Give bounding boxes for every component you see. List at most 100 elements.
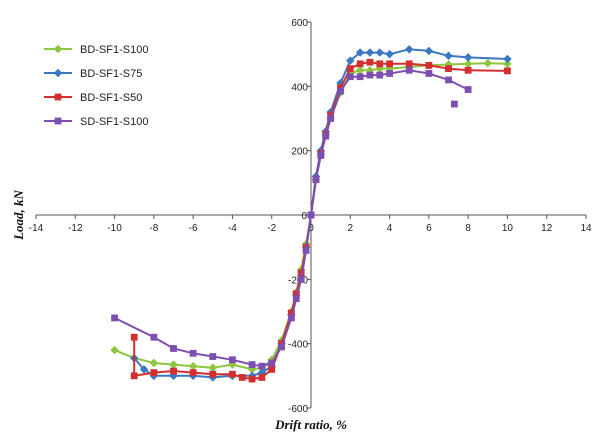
data-point bbox=[356, 60, 364, 68]
data-point bbox=[130, 333, 138, 341]
data-point bbox=[317, 152, 325, 159]
data-point bbox=[376, 71, 384, 79]
data-point bbox=[376, 60, 384, 68]
x-tick-label: 8 bbox=[465, 223, 471, 234]
series-line bbox=[310, 48, 508, 216]
legend-label: BD-SF1-S100 bbox=[80, 44, 148, 56]
data-point bbox=[385, 49, 394, 59]
x-tick-label: -14 bbox=[29, 223, 44, 234]
data-point bbox=[356, 73, 364, 81]
data-point bbox=[365, 48, 375, 57]
legend-item: BD-SF1-S50 bbox=[44, 92, 142, 104]
x-axis-title: Drift ratio, % bbox=[274, 417, 347, 432]
data-point bbox=[405, 60, 413, 68]
data-point bbox=[404, 44, 414, 54]
x-tick-label: -6 bbox=[189, 223, 198, 234]
x-tick-label: -8 bbox=[149, 223, 158, 234]
data-point bbox=[149, 358, 159, 368]
series-sd-sf1-s100 bbox=[111, 66, 472, 370]
data-point bbox=[169, 360, 178, 369]
data-point bbox=[464, 86, 472, 93]
y-tick-label: 200 bbox=[291, 147, 308, 158]
data-point bbox=[258, 374, 266, 381]
data-point bbox=[150, 369, 158, 377]
data-point bbox=[386, 70, 393, 77]
legend-item: BD-SF1-S100 bbox=[44, 44, 148, 56]
data-point bbox=[170, 367, 177, 375]
legend: BD-SF1-S100 BD-SF1-S75 BD-SF1-S50 SD-SF1-S1… bbox=[44, 44, 148, 128]
data-point bbox=[189, 349, 197, 357]
data-point bbox=[150, 333, 158, 341]
data-point bbox=[268, 366, 276, 373]
data-point bbox=[307, 211, 315, 219]
data-point bbox=[248, 375, 256, 383]
data-point bbox=[292, 290, 300, 298]
data-point bbox=[483, 58, 493, 68]
data-point bbox=[297, 269, 305, 277]
data-point bbox=[312, 176, 320, 184]
data-point bbox=[209, 370, 217, 378]
data-point bbox=[229, 356, 236, 364]
data-point bbox=[445, 76, 452, 84]
data-point bbox=[355, 48, 365, 57]
x-tick-label: 10 bbox=[502, 223, 514, 234]
series-group bbox=[110, 44, 512, 383]
data-point bbox=[463, 53, 473, 62]
data-point bbox=[346, 73, 354, 81]
data-point bbox=[327, 115, 335, 122]
data-point bbox=[188, 361, 198, 371]
data-point bbox=[302, 246, 310, 254]
data-point bbox=[297, 275, 305, 283]
y-tick-label: -400 bbox=[288, 340, 308, 351]
legend-item: BD-SF1-S75 bbox=[44, 68, 142, 80]
data-point bbox=[425, 62, 433, 69]
x-tick-label: -10 bbox=[107, 223, 122, 234]
legend-swatch-marker bbox=[53, 44, 63, 54]
x-ticks: -14 -12 -10 -8 -6 -4 -2 0 2 4 6 8 10 12 14 bbox=[29, 215, 592, 234]
legend-item: SD-SF1-S100 bbox=[44, 116, 148, 128]
x-tick-label: 2 bbox=[348, 223, 354, 234]
legend-swatch-marker bbox=[53, 68, 63, 78]
data-point bbox=[229, 370, 236, 378]
data-point bbox=[287, 309, 295, 317]
data-point bbox=[444, 51, 453, 61]
data-point bbox=[209, 353, 217, 360]
series-line bbox=[133, 214, 312, 379]
data-point bbox=[375, 48, 385, 57]
data-point bbox=[345, 56, 355, 65]
legend-label: BD-SF1-S75 bbox=[80, 68, 142, 80]
x-tick-label: 4 bbox=[387, 223, 393, 234]
data-point bbox=[110, 345, 119, 355]
data-point bbox=[238, 374, 246, 381]
series-line bbox=[133, 214, 312, 381]
data-point bbox=[366, 58, 374, 66]
x-tick-label: 12 bbox=[541, 223, 553, 234]
x-tick-label: 14 bbox=[580, 223, 592, 234]
data-point bbox=[292, 295, 300, 303]
data-point bbox=[130, 372, 138, 380]
data-point bbox=[322, 132, 330, 140]
data-point bbox=[386, 60, 393, 68]
data-point bbox=[425, 70, 433, 77]
series-line bbox=[310, 69, 469, 216]
y-tick-label: 600 bbox=[291, 18, 308, 29]
data-point bbox=[189, 369, 197, 377]
x-tick-label: -4 bbox=[228, 223, 237, 234]
series-bd-sf1-s75 bbox=[129, 44, 512, 382]
data-point bbox=[278, 343, 285, 351]
data-point bbox=[366, 71, 374, 79]
y-tick-label: -600 bbox=[288, 404, 308, 415]
x-tick-label: 6 bbox=[426, 223, 432, 234]
legend-label: SD-SF1-S100 bbox=[80, 116, 148, 128]
legend-label: BD-SF1-S50 bbox=[80, 92, 142, 104]
data-point bbox=[170, 345, 177, 352]
data-point bbox=[268, 359, 276, 367]
data-point bbox=[503, 54, 512, 64]
data-point bbox=[504, 67, 511, 75]
data-point bbox=[337, 87, 344, 95]
data-point bbox=[424, 46, 434, 56]
y-ticks: -600-400-2002004006000 bbox=[288, 18, 311, 415]
data-point bbox=[248, 361, 256, 368]
